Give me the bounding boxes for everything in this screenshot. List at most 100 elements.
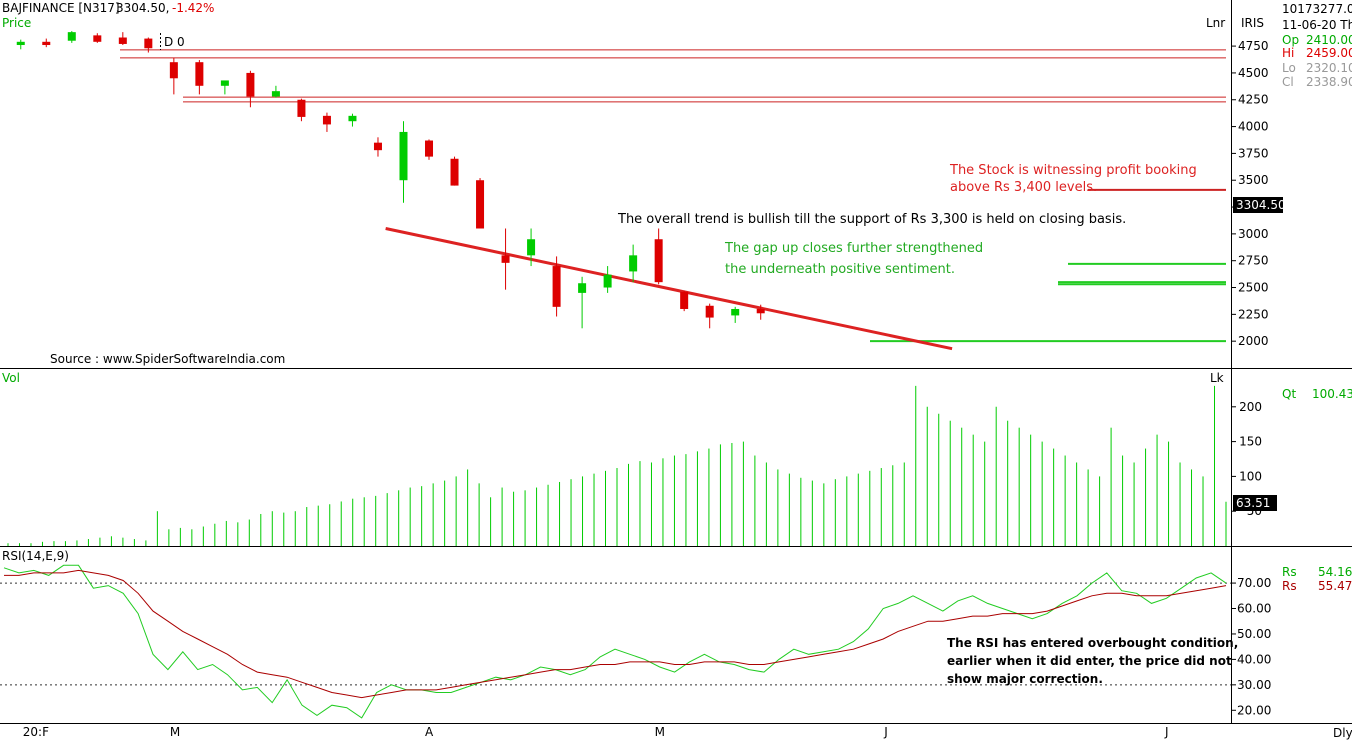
month-label: A (425, 725, 434, 739)
candle-body (93, 35, 102, 42)
volume-qty-label: Qt (1282, 387, 1296, 401)
price-label: Price (2, 16, 31, 30)
price-tick-label: 2750 (1238, 254, 1269, 268)
price-tick-label: 2000 (1238, 334, 1269, 348)
quote-low: 2320.10 (1306, 61, 1352, 75)
quote-low-label: Lo (1282, 61, 1296, 75)
period-label: Dly (1333, 726, 1352, 740)
rsi-value1-label: Rs (1282, 565, 1297, 579)
candle-body (67, 32, 76, 41)
month-label: M (655, 725, 665, 739)
month-label: M (170, 725, 180, 739)
volume-badge: 63.51 (1236, 496, 1270, 510)
rsi-line (3, 564, 1227, 719)
rsi-panel (0, 564, 1231, 719)
candle-body (527, 239, 536, 256)
candle-body (603, 274, 612, 288)
candle-body (348, 115, 357, 122)
month-label: 20:F (23, 725, 49, 739)
candle-body (42, 41, 51, 46)
quote-close-label: Cl (1282, 75, 1294, 89)
volume-panel (7, 385, 1227, 546)
rsi-value2-label: Rs (1282, 579, 1297, 593)
note-rsi-line1: The RSI has entered overbought condition… (947, 636, 1238, 650)
candle-body (578, 283, 587, 293)
axis-labels: 2000225025002750300032503500375040004250… (23, 39, 1272, 739)
scale-label: Lnr (1206, 16, 1225, 30)
rsi-tick-label: 70.00 (1237, 576, 1271, 590)
candle-body (756, 308, 765, 314)
note-gap-line1: The gap up closes further strengthened (724, 241, 983, 256)
volume-tick-label: 200 (1239, 400, 1262, 414)
volume-badge-bg (1233, 495, 1277, 511)
candle-body (322, 115, 331, 125)
rsi-tick-label: 60.00 (1237, 602, 1271, 616)
note-trend: The overall trend is bullish till the su… (617, 212, 1126, 227)
note-profit-booking-line1: The Stock is witnessing profit booking (949, 163, 1197, 178)
volume-tick-label: 150 (1239, 435, 1262, 449)
price-tick-label: 4000 (1238, 120, 1269, 134)
trendline (385, 227, 953, 351)
candle-body (246, 72, 255, 97)
candle-body (220, 80, 229, 86)
price-badge: 3304.50 (1236, 198, 1286, 212)
price-tick-label: 4250 (1238, 93, 1269, 107)
price-badge-bg (1233, 197, 1283, 213)
candle-body (169, 62, 178, 79)
candle-body (654, 239, 663, 283)
quote-open: 2410.00 (1306, 33, 1352, 47)
month-label: J (1164, 725, 1169, 739)
candle-body (297, 99, 306, 117)
price-tick-label: 4500 (1238, 66, 1269, 80)
last-price-label: 3304.50, (116, 1, 169, 15)
quote-open-label: Op (1282, 33, 1299, 47)
cursor-label: D 0 (164, 35, 185, 49)
candle-body (399, 131, 408, 181)
provider-label: IRIS (1241, 16, 1264, 30)
symbol-label: BAJFINANCE [N317] (2, 1, 120, 15)
note-profit-booking-line2: above Rs 3,400 levels. (950, 180, 1097, 195)
price-tick-label: 3000 (1238, 227, 1269, 241)
price-tick-label: 2500 (1238, 281, 1269, 295)
note-rsi-line3: show major correction. (947, 672, 1103, 686)
candle-body (450, 158, 459, 186)
note-gap-line2: the underneath positive sentiment. (725, 262, 955, 277)
price-panel (16, 31, 1226, 351)
rsi-tick-label: 50.00 (1237, 627, 1271, 641)
change-label: -1.42% (172, 1, 214, 15)
candle-body (476, 180, 485, 229)
candle-body (705, 305, 714, 318)
quote-volume: 10173277.00 (1282, 2, 1352, 16)
rsi-value2: 55.47 (1318, 579, 1352, 593)
rsi-tick-label: 40.00 (1237, 652, 1271, 666)
candle-body (144, 38, 153, 49)
volume-corner-label: Lk (1210, 371, 1224, 385)
candle-body (629, 255, 638, 272)
price-tick-label: 2250 (1238, 307, 1269, 321)
rsi-value1: 54.16 (1318, 565, 1352, 579)
candle-body (195, 62, 204, 86)
price-tick-label: 3750 (1238, 146, 1269, 160)
source-label: Source : www.SpiderSoftwareIndia.com (50, 352, 285, 366)
rsi-signal-line (4, 569, 1227, 699)
candle-body (373, 142, 382, 151)
quote-close: 2338.90 (1306, 75, 1352, 89)
rsi-label: RSI(14,E,9) (2, 549, 69, 563)
quote-high-label: Hi (1282, 46, 1294, 60)
volume-qty-value: 100.43 (1312, 387, 1352, 401)
note-rsi-line2: earlier when it did enter, the price did… (947, 654, 1232, 668)
rsi-tick-label: 20.00 (1237, 703, 1271, 717)
quote-high: 2459.00 (1306, 46, 1352, 60)
candle-body (118, 37, 127, 44)
candle-body (16, 41, 25, 46)
price-tick-label: 3500 (1238, 173, 1269, 187)
volume-label: Vol (2, 371, 20, 385)
price-tick-label: 4750 (1238, 39, 1269, 53)
candle-body (425, 140, 434, 157)
candle-body (680, 291, 689, 309)
candle-body (552, 266, 561, 307)
rsi-tick-label: 30.00 (1237, 678, 1271, 692)
candle-body (731, 308, 740, 316)
month-label: J (883, 725, 888, 739)
